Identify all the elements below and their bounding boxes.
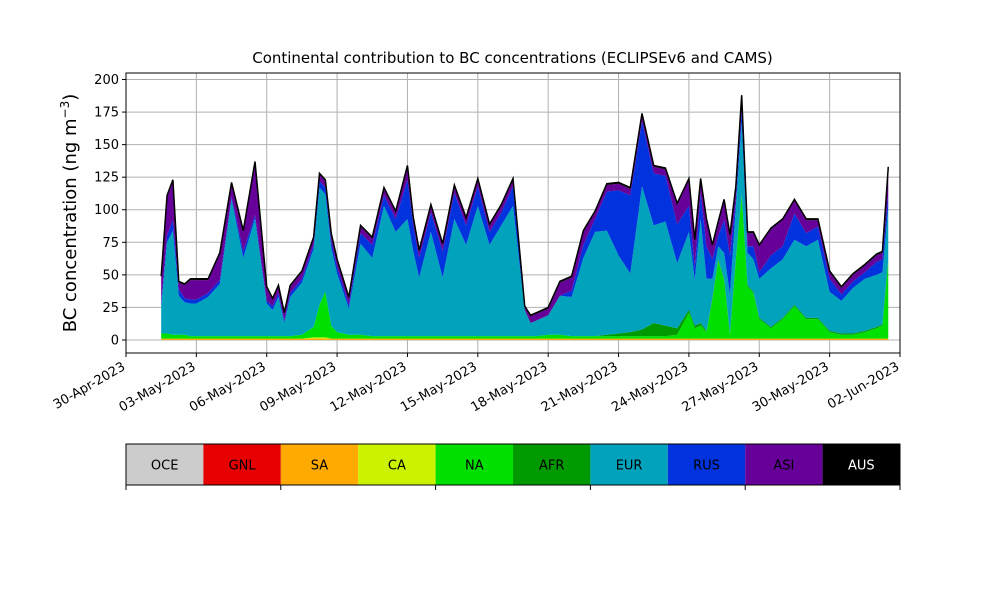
legend-label-asi: ASI [773,459,794,474]
area-na [161,195,889,339]
total-line [160,95,890,317]
x-tick-label: 02-Jun-2023 [825,359,902,412]
y-tick-label: 50 [102,268,119,283]
x-tick-label: 27-May-2023 [680,359,762,415]
stacked-areas [160,95,890,340]
legend-swatch-oce [126,444,204,485]
legend-colorbar: OCE GNL SA CA NA AFR EUR RUS ASI AUS [125,443,901,490]
x-tick-label: 09-May-2023 [257,359,339,415]
x-tick-label: 30-Apr-2023 [51,359,128,412]
legend-swatch-na [435,444,513,485]
y-tick-label: 100 [94,203,119,218]
x-tick-label: 30-May-2023 [750,359,832,415]
legend-swatch-gnl [203,444,281,485]
x-tick-label: 06-May-2023 [187,359,269,415]
legend-label-aus: AUS [848,459,875,474]
legend-label-gnl: GNL [229,459,257,474]
legend-label-eur: EUR [616,459,643,474]
x-tick-label: 21-May-2023 [539,359,621,415]
legend-swatch-rus [667,444,746,485]
x-tick-label: 03-May-2023 [117,359,199,415]
area-sa [161,338,889,340]
area-eur [161,122,889,337]
x-tick-label: 24-May-2023 [609,359,691,415]
y-axis-label: BC concentration (ng m−3) [58,94,81,333]
y-tick-label: 75 [102,236,119,251]
x-tick-label: 12-May-2023 [328,359,410,415]
area-rus [161,109,889,324]
legend-frame [125,443,901,486]
plot-frame [125,72,901,354]
legend-label-rus: RUS [693,459,720,474]
y-tick-label: 200 [94,73,119,88]
y-tick-label: 150 [94,138,119,153]
x-tick-label: 18-May-2023 [469,359,551,415]
y-tick-label: 125 [94,171,119,186]
chart-title: Continental contribution to BC concentra… [252,49,773,67]
legend-label-sa: SA [311,459,328,474]
legend-swatch-eur [590,444,668,485]
legend-label-ca: CA [388,459,406,474]
legend-swatch-asi [745,444,823,485]
legend-label-afr: AFR [539,459,564,474]
legend-swatch-afr [513,444,591,485]
legend-swatch-ca [358,444,436,485]
y-tick-label: 175 [94,106,119,121]
legend-swatch-sa [280,444,359,485]
x-tick-label: 15-May-2023 [398,359,480,415]
legend-label-na: NA [465,459,484,474]
y-tick-label: 0 [111,333,119,348]
legend-swatch-aus [822,444,900,485]
y-tick-label: 25 [102,301,119,316]
legend-label-oce: OCE [151,459,179,474]
